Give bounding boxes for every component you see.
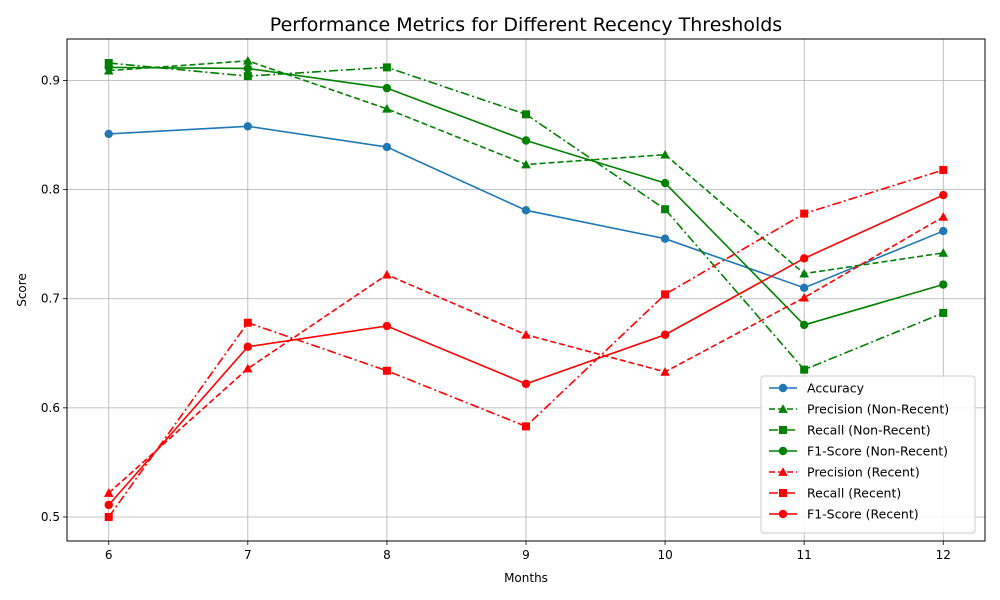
data-point [382,83,392,93]
x-tick-label: 9 [522,548,530,562]
series-5 [104,165,948,521]
legend-entry: Accuracy [769,381,865,396]
data-point [660,149,670,159]
legend-marker [778,467,788,476]
legend-label: Accuracy [807,381,865,396]
legend-entry: Recall (Non-Recent) [769,423,931,438]
data-point [521,206,531,215]
data-point [939,280,948,289]
data-point [660,367,670,376]
data-point [939,308,948,317]
series-lines [103,56,949,521]
data-point [521,379,531,389]
legend: Accuracy Precision (Non-Recent) Recall (No… [760,375,976,534]
grid [67,39,985,541]
legend-entry: Recall (Recent) [769,486,901,501]
legend-entry: F1-Score (Recent) [769,507,919,522]
data-point [243,363,253,373]
x-tick-label: 12 [936,548,951,562]
data-point [799,292,809,302]
series-2 [104,59,948,374]
data-point [939,165,948,174]
y-axis-label: Score [15,273,29,307]
legend-marker [778,446,788,456]
legend-label: F1-Score (Recent) [807,507,919,522]
legend-label: Recall (Non-Recent) [807,423,931,438]
x-tick-label: 8 [383,548,391,562]
legend-label: Precision (Non-Recent) [807,402,949,417]
data-point [382,269,392,279]
data-point [104,63,113,72]
data-point [243,122,253,131]
data-point [522,422,530,431]
legend-entry: Precision (Non-Recent) [769,402,949,417]
series-4 [103,212,949,497]
legend-entry: F1-Score (Non-Recent) [769,444,948,459]
data-point [382,142,392,152]
y-tick-label: 0.6 [41,401,60,415]
data-point [103,488,114,497]
data-point [522,110,530,119]
data-point [800,209,809,218]
data-point [521,329,531,339]
data-point [660,330,670,339]
legend-marker [779,489,787,497]
data-point [382,104,392,113]
data-point [243,72,252,81]
data-point [939,226,948,236]
y-tick-label: 0.8 [41,183,60,197]
y-tick-label: 0.7 [41,292,60,306]
legend-entry: Precision (Recent) [769,465,920,480]
data-point [660,234,670,243]
data-point [243,342,253,351]
y-tick-label: 0.5 [41,510,60,524]
legend-marker [778,383,788,393]
legend-label: F1-Score (Non-Recent) [807,444,948,459]
x-tick-label: 10 [657,548,672,562]
legend-label: Recall (Recent) [807,486,901,501]
data-point [521,136,531,145]
legend-label: Precision (Recent) [807,465,920,480]
data-point [104,500,113,510]
legend-marker [778,509,788,519]
y-tick-label: 0.9 [41,73,60,87]
data-point [800,365,809,374]
data-point [521,159,531,169]
data-point [939,190,948,200]
legend-marker [779,426,787,434]
chart-title: Performance Metrics for Different Recenc… [270,14,782,36]
data-point [104,129,113,139]
data-point [382,63,391,72]
data-point [799,254,809,263]
data-point [243,64,253,73]
x-tick-label: 6 [105,548,113,562]
data-point [799,320,809,330]
data-point [104,59,113,68]
data-point [104,512,113,521]
x-tick-label: 7 [244,548,252,562]
data-point [660,178,670,188]
data-point [243,56,253,65]
data-point [243,318,252,327]
data-point [661,290,670,299]
data-point [661,205,670,214]
series-0 [104,122,948,293]
series-3 [104,63,948,330]
axis-ticks: 6 7 8 9 10 11 12 0.5 0.6 0.7 0.8 0.9 [41,73,951,562]
data-point [938,248,949,257]
legend-marker [778,404,788,413]
data-point [382,321,392,331]
legend-box [760,375,976,534]
data-point [799,268,809,278]
data-point [382,366,391,375]
data-point [938,212,949,221]
x-tick-label: 11 [797,548,812,562]
series-6 [104,190,948,510]
data-point [799,283,809,293]
x-axis-label: Months [504,571,548,585]
